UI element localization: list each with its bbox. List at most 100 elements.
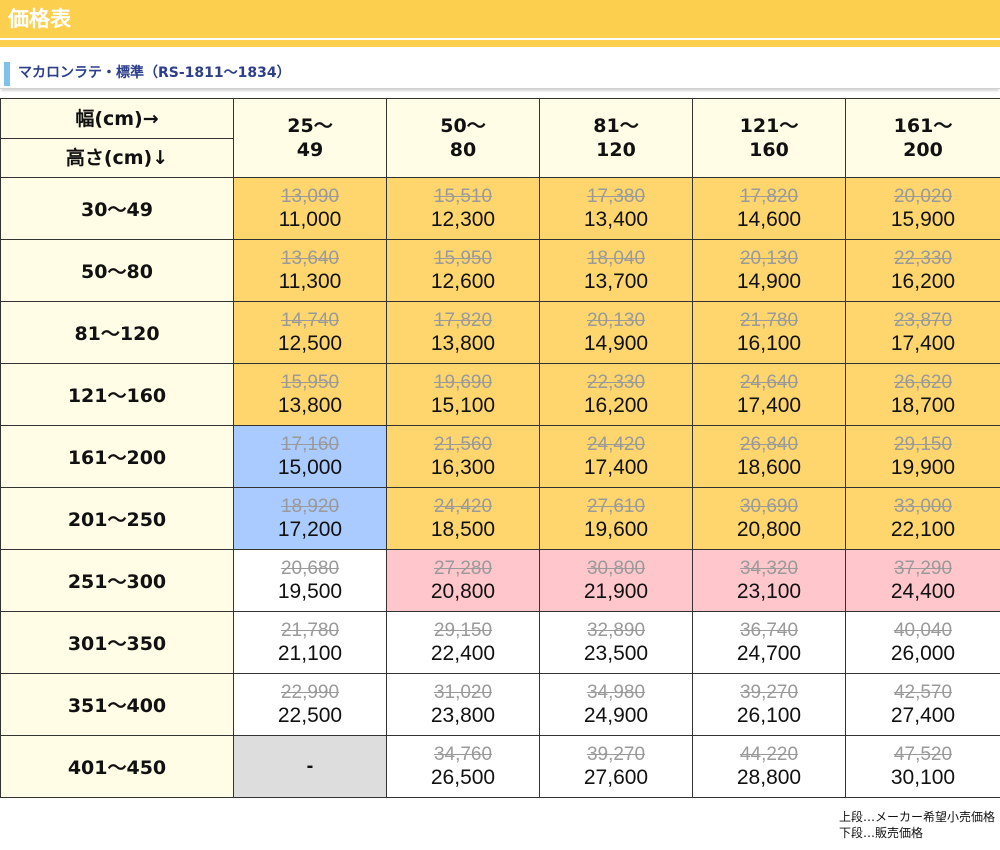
list-price: 27,280 bbox=[433, 557, 493, 579]
price-cell: 22,330 16,200 bbox=[845, 239, 1000, 302]
sale-price: 17,200 bbox=[277, 517, 343, 541]
column-header-from: 50〜 bbox=[440, 115, 486, 137]
list-price: 22,330 bbox=[893, 247, 953, 269]
sale-price: 24,900 bbox=[583, 703, 649, 727]
sale-price: 13,800 bbox=[430, 331, 496, 355]
list-price: 32,890 bbox=[586, 619, 646, 641]
price-cell: 24,420 18,500 bbox=[386, 487, 540, 550]
list-price: 33,000 bbox=[893, 495, 953, 517]
sale-price: 26,000 bbox=[890, 641, 956, 665]
price-cell: 39,270 27,600 bbox=[539, 735, 693, 798]
price-cell: 29,150 22,400 bbox=[386, 611, 540, 674]
list-price: 17,820 bbox=[433, 309, 493, 331]
list-price: 40,040 bbox=[893, 619, 953, 641]
sale-price: 12,300 bbox=[430, 207, 496, 231]
sale-price: 16,100 bbox=[736, 331, 802, 355]
table-row: 251〜300 20,680 19,500 27,280 20,800 30,800 21,… bbox=[0, 549, 1000, 612]
list-price: 15,950 bbox=[280, 371, 340, 393]
list-price: 37,290 bbox=[893, 557, 953, 579]
list-price: 17,160 bbox=[280, 433, 340, 455]
sale-price: 17,400 bbox=[736, 393, 802, 417]
row-header: 30〜49 bbox=[0, 177, 234, 240]
list-price: 13,090 bbox=[280, 185, 340, 207]
column-header: 50〜 80 bbox=[386, 98, 540, 178]
column-header: 25〜 49 bbox=[233, 98, 387, 178]
price-cell: 34,320 23,100 bbox=[692, 549, 846, 612]
column-header-to: 200 bbox=[903, 139, 943, 161]
column-header-from: 25〜 bbox=[287, 115, 333, 137]
table-row: 81〜120 14,740 12,500 17,820 13,800 20,130 14,9… bbox=[0, 301, 1000, 364]
column-header-to: 49 bbox=[296, 139, 324, 161]
table-row: 301〜350 21,780 21,100 29,150 22,400 32,890 23,… bbox=[0, 611, 1000, 674]
table-header-row: 幅(cm)→ 高さ(cm)↓ 25〜 49 50〜 80 81〜 120 121… bbox=[0, 98, 1000, 178]
list-price: 19,690 bbox=[433, 371, 493, 393]
list-price: 20,130 bbox=[739, 247, 799, 269]
price-cell: 21,560 16,300 bbox=[386, 425, 540, 488]
list-price: 15,510 bbox=[433, 185, 493, 207]
sale-price: 30,100 bbox=[890, 765, 956, 789]
price-cell: 21,780 16,100 bbox=[692, 301, 846, 364]
legend-lower-note: 下段…販売価格 bbox=[838, 826, 923, 840]
list-price: 15,950 bbox=[433, 247, 493, 269]
sale-price: 16,200 bbox=[583, 393, 649, 417]
list-price: 30,690 bbox=[739, 495, 799, 517]
sale-price: 15,900 bbox=[890, 207, 956, 231]
list-price: 14,740 bbox=[280, 309, 340, 331]
sale-price: 12,500 bbox=[277, 331, 343, 355]
list-price: 44,220 bbox=[739, 743, 799, 765]
table-row: 50〜80 13,640 11,300 15,950 12,600 18,040 13,70… bbox=[0, 239, 1000, 302]
list-price: 22,330 bbox=[586, 371, 646, 393]
table-row: 121〜160 15,950 13,800 19,690 15,100 22,330 16,… bbox=[0, 363, 1000, 426]
price-cell: 20,020 15,900 bbox=[845, 177, 1000, 240]
column-header-from: 121〜 bbox=[739, 115, 799, 137]
column-header-from: 161〜 bbox=[893, 115, 953, 137]
sale-price: 21,100 bbox=[277, 641, 343, 665]
sale-price: 17,400 bbox=[583, 455, 649, 479]
sale-price: 19,900 bbox=[890, 455, 956, 479]
list-price: 13,640 bbox=[280, 247, 340, 269]
sale-price: 16,200 bbox=[890, 269, 956, 293]
price-cell: 17,380 13,400 bbox=[539, 177, 693, 240]
row-header: 351〜400 bbox=[0, 673, 234, 736]
list-price: 18,040 bbox=[586, 247, 646, 269]
column-header: 161〜 200 bbox=[845, 98, 1000, 178]
price-cell: 30,800 21,900 bbox=[539, 549, 693, 612]
list-price: 21,780 bbox=[739, 309, 799, 331]
sale-price: 26,100 bbox=[736, 703, 802, 727]
list-price: 20,020 bbox=[893, 185, 953, 207]
sale-price: 12,600 bbox=[430, 269, 496, 293]
corner-header: 幅(cm)→ 高さ(cm)↓ bbox=[0, 98, 234, 178]
list-price: 20,680 bbox=[280, 557, 340, 579]
row-header: 121〜160 bbox=[0, 363, 234, 426]
column-header-from: 81〜 bbox=[593, 115, 639, 137]
price-cell: 36,740 24,700 bbox=[692, 611, 846, 674]
price-cell: 24,420 17,400 bbox=[539, 425, 693, 488]
table-row: 30〜49 13,090 11,000 15,510 12,300 17,380 13,40… bbox=[0, 177, 1000, 240]
height-axis-label: 高さ(cm)↓ bbox=[65, 147, 169, 169]
list-price: 30,800 bbox=[586, 557, 646, 579]
product-heading-text: マカロンラテ・標準（RS-1811〜1834） bbox=[18, 65, 291, 81]
column-header-to: 120 bbox=[596, 139, 636, 161]
price-table: 幅(cm)→ 高さ(cm)↓ 25〜 49 50〜 80 81〜 120 121… bbox=[0, 98, 1000, 798]
sale-price: 16,300 bbox=[430, 455, 496, 479]
price-cell: 21,780 21,100 bbox=[233, 611, 387, 674]
sale-price: 14,600 bbox=[736, 207, 802, 231]
row-header: 401〜450 bbox=[0, 735, 234, 798]
row-header: 251〜300 bbox=[0, 549, 234, 612]
list-price: 42,570 bbox=[893, 681, 953, 703]
width-axis-label: 幅(cm)→ bbox=[1, 99, 233, 139]
price-cell: 27,610 19,600 bbox=[539, 487, 693, 550]
sale-price: 28,800 bbox=[736, 765, 802, 789]
sale-price: 21,900 bbox=[583, 579, 649, 603]
price-cell: 20,680 19,500 bbox=[233, 549, 387, 612]
sale-price: 19,500 bbox=[277, 579, 343, 603]
list-price: 17,380 bbox=[586, 185, 646, 207]
price-cell: 31,020 23,800 bbox=[386, 673, 540, 736]
sale-price: 22,400 bbox=[430, 641, 496, 665]
sale-price: 27,600 bbox=[583, 765, 649, 789]
list-price: 34,980 bbox=[586, 681, 646, 703]
sale-price: 13,400 bbox=[583, 207, 649, 231]
sale-price: 22,500 bbox=[277, 703, 343, 727]
price-cell: 42,570 27,400 bbox=[845, 673, 1000, 736]
price-cell: 13,090 11,000 bbox=[233, 177, 387, 240]
